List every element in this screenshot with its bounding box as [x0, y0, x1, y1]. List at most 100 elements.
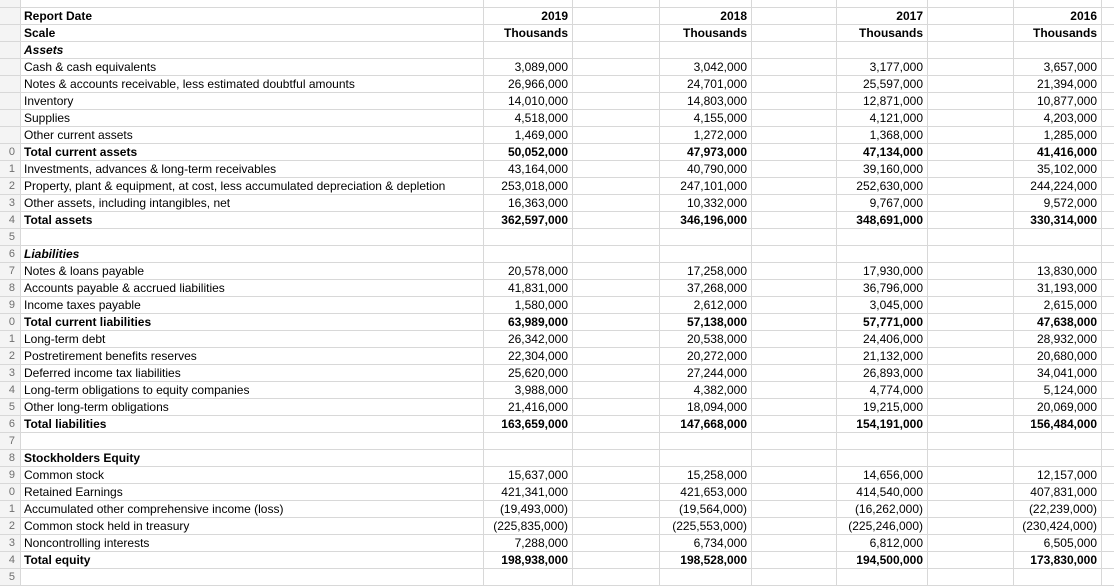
label-cell[interactable]: Other current assets [21, 127, 484, 143]
value-cell-2019[interactable]: 14,010,000 [484, 93, 573, 109]
spacer-cell[interactable] [573, 569, 660, 585]
value-cell-2016[interactable]: 10,877,000 [1014, 93, 1102, 109]
value-cell-2019[interactable] [484, 569, 573, 585]
label-cell[interactable]: Noncontrolling interests [21, 535, 484, 551]
value-cell-2017[interactable] [837, 569, 928, 585]
edge-cell[interactable] [1102, 382, 1114, 398]
spacer-cell[interactable] [752, 450, 837, 466]
row-header[interactable]: 6 [0, 416, 21, 432]
value-cell-2019[interactable]: Thousands [484, 25, 573, 41]
value-cell-2018[interactable]: 20,538,000 [660, 331, 752, 347]
spacer-cell[interactable] [752, 0, 837, 7]
value-cell-2017[interactable]: 414,540,000 [837, 484, 928, 500]
value-cell-2016[interactable]: (22,239,000) [1014, 501, 1102, 517]
value-cell-2018[interactable] [660, 229, 752, 245]
value-cell-2016[interactable]: 21,394,000 [1014, 76, 1102, 92]
label-cell[interactable]: Common stock held in treasury [21, 518, 484, 534]
value-cell-2016[interactable] [1014, 229, 1102, 245]
spacer-cell[interactable] [573, 246, 660, 262]
value-cell-2016[interactable]: 13,830,000 [1014, 263, 1102, 279]
spacer-cell[interactable] [573, 365, 660, 381]
edge-cell[interactable] [1102, 25, 1114, 41]
spacer-cell[interactable] [752, 110, 837, 126]
spacer-cell[interactable] [573, 433, 660, 449]
spacer-cell[interactable] [928, 127, 1014, 143]
row-header[interactable]: 1 [0, 331, 21, 347]
label-cell[interactable]: Total current liabilities [21, 314, 484, 330]
spacer-cell[interactable] [573, 8, 660, 24]
value-cell-2017[interactable]: 25,597,000 [837, 76, 928, 92]
spacer-cell[interactable] [573, 59, 660, 75]
value-cell-2018[interactable]: 1,272,000 [660, 127, 752, 143]
value-cell-2019[interactable]: 4,518,000 [484, 110, 573, 126]
edge-cell[interactable] [1102, 297, 1114, 313]
row-header[interactable]: 4 [0, 552, 21, 568]
value-cell-2016[interactable]: 244,224,000 [1014, 178, 1102, 194]
edge-cell[interactable] [1102, 127, 1114, 143]
value-cell-2018[interactable]: 17,258,000 [660, 263, 752, 279]
spacer-cell[interactable] [573, 229, 660, 245]
spacer-cell[interactable] [928, 195, 1014, 211]
spacer-cell[interactable] [752, 93, 837, 109]
edge-cell[interactable] [1102, 263, 1114, 279]
edge-cell[interactable] [1102, 229, 1114, 245]
spacer-cell[interactable] [928, 450, 1014, 466]
label-cell[interactable]: Postretirement benefits reserves [21, 348, 484, 364]
value-cell-2016[interactable] [1014, 450, 1102, 466]
spacer-cell[interactable] [928, 110, 1014, 126]
spacer-cell[interactable] [928, 0, 1014, 7]
edge-cell[interactable] [1102, 484, 1114, 500]
row-header[interactable]: 1 [0, 161, 21, 177]
value-cell-2018[interactable] [660, 433, 752, 449]
spacer-cell[interactable] [573, 76, 660, 92]
value-cell-2019[interactable]: 163,659,000 [484, 416, 573, 432]
row-header[interactable]: 5 [0, 569, 21, 585]
value-cell-2018[interactable]: 3,042,000 [660, 59, 752, 75]
spacer-cell[interactable] [573, 297, 660, 313]
edge-cell[interactable] [1102, 178, 1114, 194]
value-cell-2019[interactable]: 362,597,000 [484, 212, 573, 228]
spacer-cell[interactable] [573, 331, 660, 347]
label-cell[interactable]: Other assets, including intangibles, net [21, 195, 484, 211]
edge-cell[interactable] [1102, 42, 1114, 58]
label-cell[interactable] [21, 569, 484, 585]
value-cell-2016[interactable]: 35,102,000 [1014, 161, 1102, 177]
value-cell-2016[interactable]: 20,069,000 [1014, 399, 1102, 415]
edge-cell[interactable] [1102, 535, 1114, 551]
spacer-cell[interactable] [573, 144, 660, 160]
value-cell-2019[interactable]: 1,580,000 [484, 297, 573, 313]
value-cell-2016[interactable]: Thousands [1014, 25, 1102, 41]
spacer-cell[interactable] [573, 552, 660, 568]
spacer-cell[interactable] [573, 314, 660, 330]
label-cell[interactable]: Assets [21, 42, 484, 58]
edge-cell[interactable] [1102, 76, 1114, 92]
value-cell-2019[interactable]: 50,052,000 [484, 144, 573, 160]
value-cell-2019[interactable]: 21,416,000 [484, 399, 573, 415]
value-cell-2019[interactable]: 421,341,000 [484, 484, 573, 500]
value-cell-2018[interactable] [660, 450, 752, 466]
value-cell-2016[interactable]: 3,657,000 [1014, 59, 1102, 75]
value-cell-2017[interactable]: 57,771,000 [837, 314, 928, 330]
value-cell-2018[interactable]: 198,528,000 [660, 552, 752, 568]
value-cell-2018[interactable]: 346,196,000 [660, 212, 752, 228]
spacer-cell[interactable] [752, 280, 837, 296]
value-cell-2018[interactable]: 247,101,000 [660, 178, 752, 194]
value-cell-2018[interactable]: Thousands [660, 25, 752, 41]
edge-cell[interactable] [1102, 280, 1114, 296]
spacer-cell[interactable] [928, 365, 1014, 381]
edge-cell[interactable] [1102, 0, 1114, 7]
row-header[interactable]: 3 [0, 365, 21, 381]
spacer-cell[interactable] [573, 416, 660, 432]
label-cell[interactable] [21, 0, 484, 7]
value-cell-2019[interactable]: 25,620,000 [484, 365, 573, 381]
row-header[interactable]: 9 [0, 467, 21, 483]
value-cell-2018[interactable]: 37,268,000 [660, 280, 752, 296]
edge-cell[interactable] [1102, 450, 1114, 466]
value-cell-2019[interactable]: 63,989,000 [484, 314, 573, 330]
spacer-cell[interactable] [573, 484, 660, 500]
value-cell-2018[interactable]: 47,973,000 [660, 144, 752, 160]
value-cell-2019[interactable] [484, 450, 573, 466]
value-cell-2017[interactable]: 36,796,000 [837, 280, 928, 296]
value-cell-2016[interactable]: 156,484,000 [1014, 416, 1102, 432]
row-header[interactable] [0, 59, 21, 75]
